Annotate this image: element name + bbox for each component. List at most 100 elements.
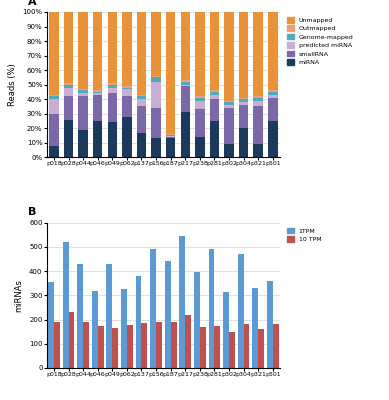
- Bar: [195, 98, 205, 101]
- Bar: [180, 80, 190, 82]
- Bar: [254, 101, 263, 106]
- Bar: [79, 96, 88, 130]
- Bar: [127, 325, 133, 368]
- Bar: [239, 12, 248, 98]
- Bar: [122, 88, 131, 89]
- Bar: [93, 92, 102, 93]
- Bar: [63, 242, 68, 368]
- Bar: [180, 86, 190, 112]
- Bar: [93, 90, 102, 92]
- Bar: [98, 326, 103, 368]
- Bar: [210, 121, 219, 157]
- Bar: [156, 322, 162, 368]
- Bar: [268, 121, 277, 157]
- Bar: [224, 105, 234, 108]
- Y-axis label: Reads (%): Reads (%): [8, 63, 17, 106]
- Bar: [166, 136, 175, 137]
- Bar: [195, 101, 205, 109]
- Bar: [210, 95, 219, 99]
- Bar: [210, 90, 219, 92]
- Bar: [151, 108, 161, 138]
- Bar: [229, 332, 235, 368]
- Bar: [224, 102, 234, 105]
- Legend: Unmapped, Outmapped, Genome-mapped, predicted miRNA, smallRNA, miRNA: Unmapped, Outmapped, Genome-mapped, pred…: [286, 15, 355, 67]
- Bar: [64, 12, 73, 83]
- Bar: [151, 12, 161, 76]
- Bar: [107, 264, 112, 368]
- Bar: [49, 96, 59, 99]
- Bar: [210, 92, 219, 95]
- Bar: [68, 312, 74, 368]
- Bar: [79, 12, 88, 89]
- Bar: [224, 101, 234, 102]
- Bar: [224, 12, 234, 101]
- Bar: [210, 12, 219, 90]
- Bar: [49, 95, 59, 96]
- Bar: [137, 106, 146, 133]
- Bar: [142, 323, 147, 368]
- Bar: [209, 249, 214, 368]
- Bar: [137, 133, 146, 157]
- Bar: [64, 96, 73, 120]
- Bar: [108, 85, 117, 88]
- Bar: [268, 92, 277, 95]
- Bar: [194, 272, 200, 368]
- Bar: [77, 264, 83, 368]
- Bar: [108, 122, 117, 157]
- Bar: [166, 135, 175, 136]
- Legend: 1TPM, 10 TPM: 1TPM, 10 TPM: [286, 226, 323, 244]
- Bar: [151, 77, 161, 82]
- Bar: [64, 120, 73, 157]
- Text: A: A: [28, 0, 37, 7]
- Bar: [64, 83, 73, 85]
- Bar: [48, 282, 54, 368]
- Bar: [49, 99, 59, 114]
- Bar: [223, 292, 229, 368]
- Bar: [64, 85, 73, 88]
- Bar: [180, 112, 190, 157]
- Bar: [273, 324, 279, 368]
- Bar: [150, 249, 156, 368]
- Bar: [93, 12, 102, 90]
- Bar: [239, 105, 248, 128]
- Bar: [79, 93, 88, 96]
- Bar: [122, 96, 131, 117]
- Bar: [180, 12, 190, 80]
- Bar: [137, 95, 146, 96]
- Bar: [137, 12, 146, 95]
- Bar: [122, 89, 131, 96]
- Bar: [108, 88, 117, 93]
- Bar: [151, 82, 161, 108]
- Bar: [166, 138, 175, 157]
- Bar: [166, 137, 175, 138]
- Bar: [49, 12, 59, 95]
- Bar: [267, 281, 273, 368]
- Bar: [195, 96, 205, 98]
- Bar: [185, 315, 191, 368]
- Bar: [136, 276, 142, 368]
- Bar: [93, 93, 102, 95]
- Bar: [64, 88, 73, 96]
- Bar: [137, 99, 146, 106]
- Bar: [79, 130, 88, 157]
- Bar: [122, 117, 131, 157]
- Bar: [254, 12, 263, 96]
- Bar: [200, 327, 206, 368]
- Bar: [180, 85, 190, 86]
- Bar: [195, 137, 205, 157]
- Bar: [151, 138, 161, 157]
- Bar: [258, 328, 264, 368]
- Bar: [108, 12, 117, 83]
- Bar: [121, 289, 127, 368]
- Bar: [254, 144, 263, 157]
- Bar: [83, 322, 89, 368]
- Bar: [195, 12, 205, 96]
- Bar: [224, 108, 234, 144]
- Bar: [214, 326, 220, 368]
- Bar: [151, 76, 161, 77]
- Bar: [171, 322, 177, 368]
- Bar: [165, 262, 171, 368]
- Bar: [268, 98, 277, 121]
- Bar: [268, 90, 277, 92]
- Bar: [49, 114, 59, 146]
